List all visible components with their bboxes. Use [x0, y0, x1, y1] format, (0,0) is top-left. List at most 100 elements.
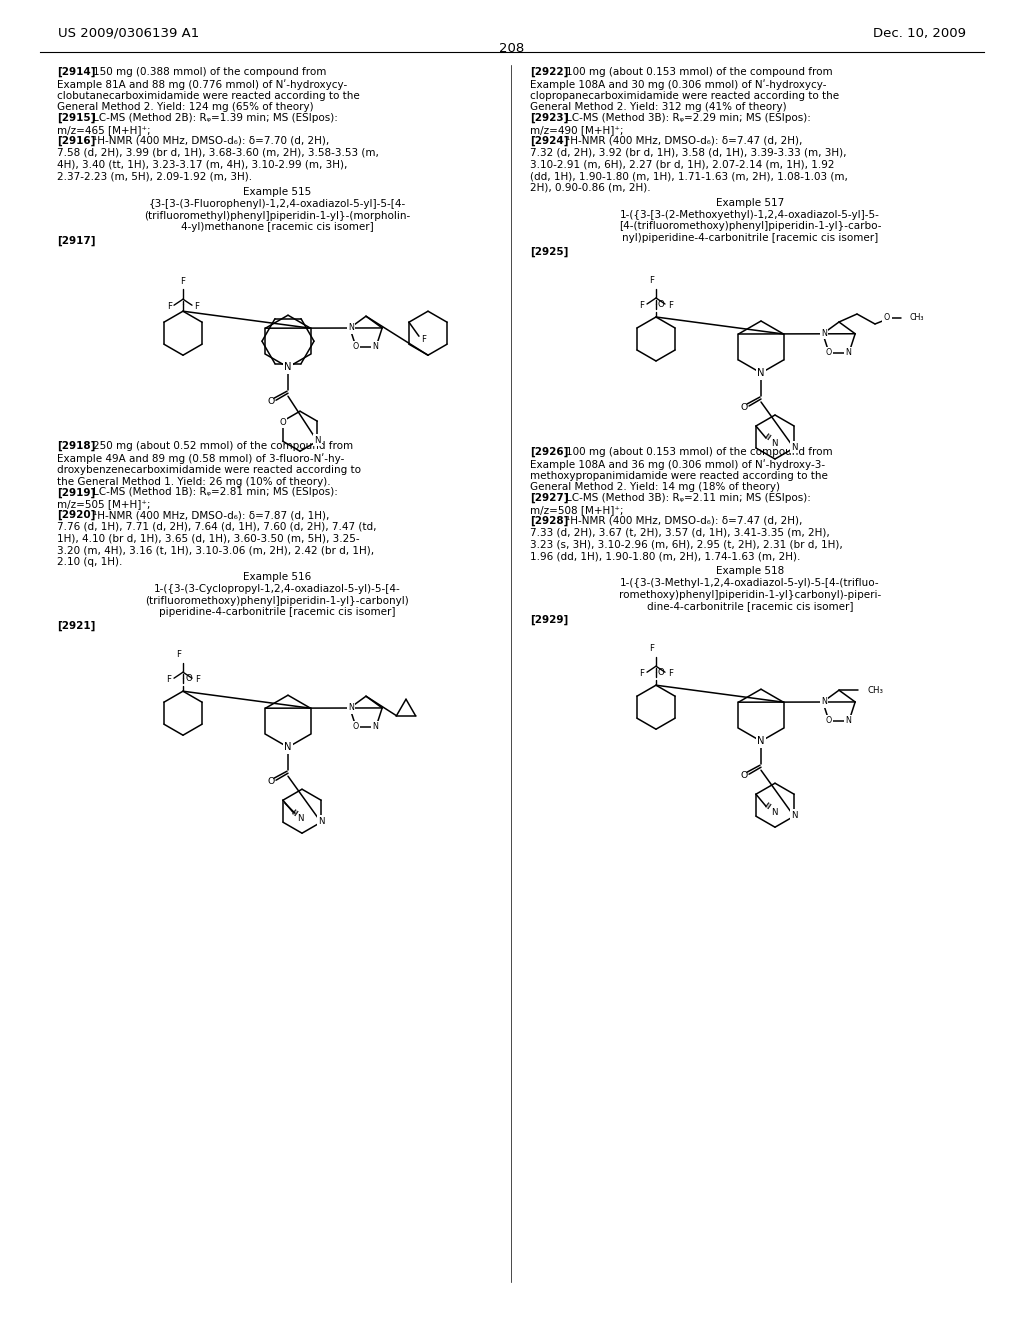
Text: m/z=465 [M+H]⁺;: m/z=465 [M+H]⁺; — [57, 125, 151, 135]
Text: O: O — [826, 348, 833, 358]
Text: O: O — [353, 722, 359, 731]
Text: O: O — [740, 403, 748, 412]
Text: F: F — [421, 335, 426, 343]
Text: N: N — [314, 436, 321, 445]
Text: CH₃: CH₃ — [909, 314, 924, 322]
Text: (trifluoromethyl)phenyl]piperidin-1-yl}-(morpholin-: (trifluoromethyl)phenyl]piperidin-1-yl}-… — [144, 211, 411, 220]
Text: O: O — [884, 314, 890, 322]
Text: LC-MS (Method 1B): Rᵩ=2.81 min; MS (ESIpos):: LC-MS (Method 1B): Rᵩ=2.81 min; MS (ESIp… — [93, 487, 338, 498]
Text: Example 518: Example 518 — [716, 566, 784, 576]
Text: N: N — [348, 323, 353, 333]
Text: Example 516: Example 516 — [243, 572, 311, 582]
Text: [2925]: [2925] — [530, 247, 568, 257]
Text: 1-({3-(3-Methyl-1,2,4-oxadiazol-5-yl)-5-[4-(trifluo-: 1-({3-(3-Methyl-1,2,4-oxadiazol-5-yl)-5-… — [621, 578, 880, 587]
Text: [2917]: [2917] — [57, 236, 95, 247]
Text: [2929]: [2929] — [530, 615, 568, 626]
Text: 150 mg (0.388 mmol) of the compound from: 150 mg (0.388 mmol) of the compound from — [93, 67, 327, 77]
Text: O: O — [740, 771, 748, 780]
Text: F: F — [195, 675, 200, 684]
Text: Example 108A and 30 mg (0.306 mmol) of Nʹ-hydroxycy-: Example 108A and 30 mg (0.306 mmol) of N… — [530, 79, 826, 90]
Text: F: F — [649, 276, 654, 285]
Text: [2922]: [2922] — [530, 67, 568, 78]
Text: [2921]: [2921] — [57, 622, 95, 631]
Text: US 2009/0306139 A1: US 2009/0306139 A1 — [58, 26, 200, 40]
Text: O: O — [280, 417, 286, 426]
Text: [2928]: [2928] — [530, 516, 568, 527]
Text: [2918]: [2918] — [57, 441, 95, 451]
Text: clopropanecarboximidamide were reacted according to the: clopropanecarboximidamide were reacted a… — [530, 91, 839, 100]
Text: N: N — [845, 348, 851, 358]
Text: ¹H-NMR (400 MHz, DMSO-d₆): δ=7.87 (d, 1H),: ¹H-NMR (400 MHz, DMSO-d₆): δ=7.87 (d, 1H… — [93, 510, 330, 520]
Text: romethoxy)phenyl]piperidin-1-yl}carbonyl)-piperi-: romethoxy)phenyl]piperidin-1-yl}carbonyl… — [618, 590, 881, 599]
Text: LC-MS (Method 3B): Rᵩ=2.11 min; MS (ESIpos):: LC-MS (Method 3B): Rᵩ=2.11 min; MS (ESIp… — [566, 494, 811, 503]
Text: 1H), 4.10 (br d, 1H), 3.65 (d, 1H), 3.60-3.50 (m, 5H), 3.25-: 1H), 4.10 (br d, 1H), 3.65 (d, 1H), 3.60… — [57, 533, 359, 544]
Text: 100 mg (about 0.153 mmol) of the compound from: 100 mg (about 0.153 mmol) of the compoun… — [566, 67, 833, 77]
Text: O: O — [267, 776, 274, 785]
Text: 7.58 (d, 2H), 3.99 (br d, 1H), 3.68-3.60 (m, 2H), 3.58-3.53 (m,: 7.58 (d, 2H), 3.99 (br d, 1H), 3.68-3.60… — [57, 148, 379, 157]
Text: O: O — [658, 300, 665, 309]
Text: F: F — [167, 302, 172, 310]
Text: 2.37-2.23 (m, 5H), 2.09-1.92 (m, 3H).: 2.37-2.23 (m, 5H), 2.09-1.92 (m, 3H). — [57, 172, 252, 181]
Text: N: N — [771, 808, 777, 817]
Text: m/z=505 [M+H]⁺;: m/z=505 [M+H]⁺; — [57, 499, 151, 510]
Text: ¹H-NMR (400 MHz, DMSO-d₆): δ=7.70 (d, 2H),: ¹H-NMR (400 MHz, DMSO-d₆): δ=7.70 (d, 2H… — [93, 136, 330, 145]
Text: N: N — [821, 329, 826, 338]
Text: General Method 2. Yield: 312 mg (41% of theory): General Method 2. Yield: 312 mg (41% of … — [530, 103, 786, 112]
Text: Example 49A and 89 mg (0.58 mmol) of 3-fluoro-Nʹ-hy-: Example 49A and 89 mg (0.58 mmol) of 3-f… — [57, 453, 344, 463]
Text: N: N — [372, 722, 378, 731]
Text: clobutanecarboximidamide were reacted according to the: clobutanecarboximidamide were reacted ac… — [57, 91, 359, 100]
Text: 7.33 (d, 2H), 3.67 (t, 2H), 3.57 (d, 1H), 3.41-3.35 (m, 2H),: 7.33 (d, 2H), 3.67 (t, 2H), 3.57 (d, 1H)… — [530, 528, 829, 537]
Text: N: N — [758, 737, 765, 746]
Text: nyl)piperidine-4-carbonitrile [racemic cis isomer]: nyl)piperidine-4-carbonitrile [racemic c… — [622, 234, 879, 243]
Text: O: O — [267, 397, 274, 405]
Text: 208: 208 — [500, 42, 524, 55]
Text: LC-MS (Method 3B): Rᵩ=2.29 min; MS (ESIpos):: LC-MS (Method 3B): Rᵩ=2.29 min; MS (ESIp… — [566, 114, 811, 123]
Text: F: F — [668, 669, 673, 677]
Text: Example 515: Example 515 — [243, 187, 311, 197]
Text: [2923]: [2923] — [530, 114, 568, 124]
Text: CH₃: CH₃ — [868, 685, 884, 694]
Text: ≡: ≡ — [290, 805, 302, 817]
Text: General Method 2. Yield: 14 mg (18% of theory): General Method 2. Yield: 14 mg (18% of t… — [530, 482, 780, 492]
Text: droxybenzenecarboximidamide were reacted according to: droxybenzenecarboximidamide were reacted… — [57, 465, 361, 475]
Text: m/z=508 [M+H]⁺;: m/z=508 [M+H]⁺; — [530, 506, 624, 515]
Text: 1.96 (dd, 1H), 1.90-1.80 (m, 2H), 1.74-1.63 (m, 2H).: 1.96 (dd, 1H), 1.90-1.80 (m, 2H), 1.74-1… — [530, 552, 801, 561]
Text: N: N — [317, 817, 325, 826]
Text: N: N — [791, 442, 798, 451]
Text: {3-[3-(3-Fluorophenyl)-1,2,4-oxadiazol-5-yl]-5-[4-: {3-[3-(3-Fluorophenyl)-1,2,4-oxadiazol-5… — [148, 199, 406, 209]
Text: ≡: ≡ — [763, 430, 775, 442]
Text: F: F — [194, 302, 199, 310]
Text: the General Method 1. Yield: 26 mg (10% of theory).: the General Method 1. Yield: 26 mg (10% … — [57, 477, 331, 487]
Text: F: F — [649, 644, 654, 653]
Text: 3.20 (m, 4H), 3.16 (t, 1H), 3.10-3.06 (m, 2H), 2.42 (br d, 1H),: 3.20 (m, 4H), 3.16 (t, 1H), 3.10-3.06 (m… — [57, 545, 374, 556]
Text: N: N — [845, 717, 851, 726]
Text: O: O — [185, 675, 191, 684]
Text: N: N — [285, 742, 292, 752]
Text: dine-4-carbonitrile [racemic cis isomer]: dine-4-carbonitrile [racemic cis isomer] — [647, 602, 853, 611]
Text: m/z=490 [M+H]⁺;: m/z=490 [M+H]⁺; — [530, 125, 624, 135]
Text: 7.32 (d, 2H), 3.92 (br d, 1H), 3.58 (d, 1H), 3.39-3.33 (m, 3H),: 7.32 (d, 2H), 3.92 (br d, 1H), 3.58 (d, … — [530, 148, 847, 157]
Text: (dd, 1H), 1.90-1.80 (m, 1H), 1.71-1.63 (m, 2H), 1.08-1.03 (m,: (dd, 1H), 1.90-1.80 (m, 1H), 1.71-1.63 (… — [530, 172, 848, 181]
Text: ¹H-NMR (400 MHz, DMSO-d₆): δ=7.47 (d, 2H),: ¹H-NMR (400 MHz, DMSO-d₆): δ=7.47 (d, 2H… — [566, 516, 803, 525]
Text: [4-(trifluoromethoxy)phenyl]piperidin-1-yl}-carbo-: [4-(trifluoromethoxy)phenyl]piperidin-1-… — [618, 222, 882, 231]
Text: 2.10 (q, 1H).: 2.10 (q, 1H). — [57, 557, 123, 568]
Text: ≡: ≡ — [763, 799, 775, 810]
Text: [2916]: [2916] — [57, 136, 95, 147]
Text: 1-({3-[3-(2-Methoxyethyl)-1,2,4-oxadiazol-5-yl]-5-: 1-({3-[3-(2-Methoxyethyl)-1,2,4-oxadiazo… — [621, 210, 880, 219]
Text: N: N — [758, 368, 765, 378]
Text: F: F — [180, 277, 185, 286]
Text: 3.10-2.91 (m, 6H), 2.27 (br d, 1H), 2.07-2.14 (m, 1H), 1.92: 3.10-2.91 (m, 6H), 2.27 (br d, 1H), 2.07… — [530, 160, 835, 169]
Text: 100 mg (about 0.153 mmol) of the compound from: 100 mg (about 0.153 mmol) of the compoun… — [566, 447, 833, 457]
Text: [2924]: [2924] — [530, 136, 568, 147]
Text: methoxypropanimidamide were reacted according to the: methoxypropanimidamide were reacted acco… — [530, 471, 827, 480]
Text: O: O — [826, 717, 833, 726]
Text: Dec. 10, 2009: Dec. 10, 2009 — [873, 26, 966, 40]
Text: piperidine-4-carbonitrile [racemic cis isomer]: piperidine-4-carbonitrile [racemic cis i… — [159, 607, 395, 618]
Text: 2H), 0.90-0.86 (m, 2H).: 2H), 0.90-0.86 (m, 2H). — [530, 183, 650, 193]
Text: N: N — [771, 440, 777, 449]
Text: ¹H-NMR (400 MHz, DMSO-d₆): δ=7.47 (d, 2H),: ¹H-NMR (400 MHz, DMSO-d₆): δ=7.47 (d, 2H… — [566, 136, 803, 145]
Text: N: N — [821, 697, 826, 706]
Text: F: F — [668, 301, 673, 309]
Text: O: O — [658, 668, 665, 677]
Text: Example 108A and 36 mg (0.306 mmol) of Nʹ-hydroxy-3-: Example 108A and 36 mg (0.306 mmol) of N… — [530, 459, 825, 470]
